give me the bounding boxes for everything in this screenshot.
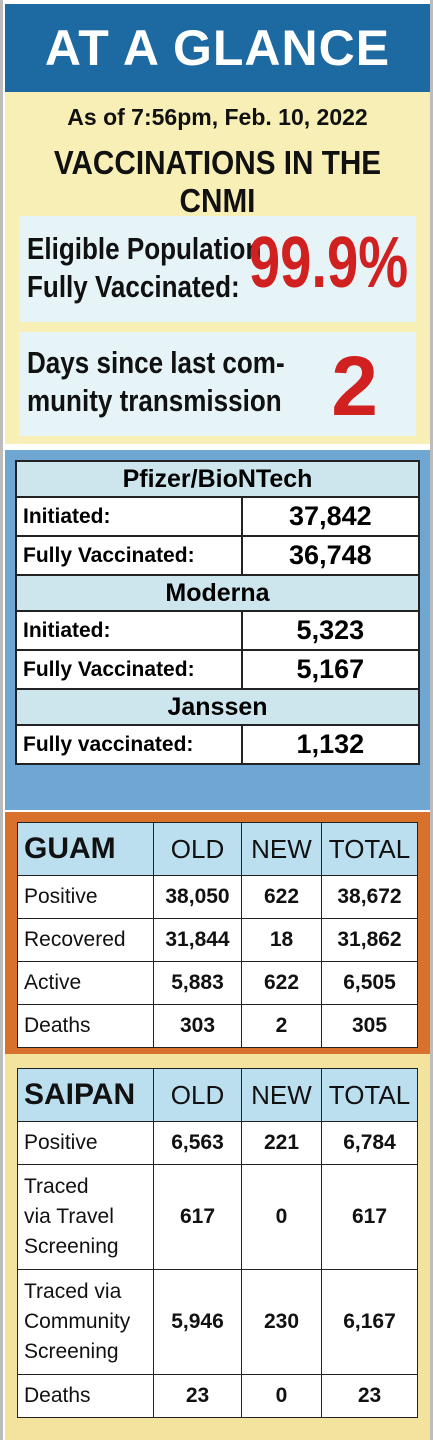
as-of-date: As of 7:56pm, Feb. 10, 2022 [67,104,368,130]
row-label: Fully Vaccinated: [15,535,243,576]
vaccine-table: Pfizer/BioNTech Initiated: 37,842 Fully … [15,460,421,765]
table-row: Active 5,883 622 6,505 [17,961,418,1005]
total-value: 6,784 [321,1121,418,1165]
guam-panel: GUAM OLD NEW TOTAL Positive 38,050 622 3… [5,812,430,1054]
vaccinations-title: VACCINATIONS IN THE CNMI [53,144,382,219]
row-value: 37,842 [240,496,421,537]
saipan-panel: SAIPAN OLD NEW TOTAL Positive 6,563 221 … [5,1054,430,1440]
total-value: 6,167 [321,1269,418,1375]
eligible-label-line-2: Fully Vaccinated: [27,269,240,304]
old-value: 31,844 [153,918,242,962]
old-value: 6,563 [153,1121,242,1165]
new-value: 622 [241,875,322,919]
row-label: Fully Vaccinated: [15,649,243,690]
old-value: 5,946 [153,1269,242,1375]
row-label: Deaths [17,1374,154,1418]
days-label-line-2: munity transmission [27,383,282,418]
old-value: 303 [153,1004,242,1048]
new-value: 0 [241,1374,322,1418]
row-label: Traced via Community Screening [17,1269,154,1375]
cnmi-summary-panel: As of 7:56pm, Feb. 10, 2022 VACCINATIONS… [5,92,430,444]
column-header: OLD [153,822,242,876]
old-value: 5,883 [153,961,242,1005]
old-value: 617 [153,1164,242,1270]
guam-title: GUAM [17,822,154,876]
total-value: 6,505 [321,961,418,1005]
row-label: Fully vaccinated: [15,724,243,765]
saipan-table: SAIPAN OLD NEW TOTAL Positive 6,563 221 … [17,1068,418,1418]
eligible-vaccinated-box: Eligible Population Fully Vaccinated: 99… [19,216,416,322]
row-value: 1,132 [240,724,421,765]
total-value: 38,672 [321,875,418,919]
column-header: NEW [241,822,322,876]
total-value: 617 [321,1164,418,1270]
new-value: 622 [241,961,322,1005]
table-header: GUAM OLD NEW TOTAL [17,822,418,876]
column-header: NEW [241,1068,322,1122]
row-label: Positive [17,1121,154,1165]
old-value: 23 [153,1374,242,1418]
column-header: OLD [153,1068,242,1122]
row-label-line: Community [24,1310,131,1333]
row-label-line: Traced [24,1175,89,1198]
column-header: TOTAL [321,1068,418,1122]
new-value: 230 [241,1269,322,1375]
eligible-label-line-1: Eligible Population [27,231,262,266]
table-row: Fully Vaccinated: 5,167 [15,649,421,690]
row-label-line: Screening [24,1235,119,1258]
row-label: Initiated: [15,610,243,651]
table-row: Recovered 31,844 18 31,862 [17,918,418,962]
table-row: Traced via Community Screening 5,946 230 6… [17,1269,418,1375]
total-value: 31,862 [321,918,418,962]
days-since-transmission-box: Days since last com- munity transmission… [19,332,416,436]
eligible-vaccinated-percent: 99.9% [248,223,408,303]
saipan-title: SAIPAN [17,1068,154,1122]
new-value: 0 [241,1164,322,1270]
table-row: Positive 38,050 622 38,672 [17,875,418,919]
table-row: Deaths 303 2 305 [17,1004,418,1048]
table-row: Traced via Travel Screening 617 0 617 [17,1164,418,1270]
row-label: Traced via Travel Screening [17,1164,154,1270]
row-label: Positive [17,875,154,919]
total-value: 23 [321,1374,418,1418]
vaccine-name: Moderna [15,574,420,612]
row-label-line: Traced via [24,1280,122,1303]
vaccine-name: Janssen [15,688,420,726]
new-value: 2 [241,1004,322,1048]
row-value: 36,748 [240,535,421,576]
row-label-line: via Travel [24,1205,114,1228]
row-label: Active [17,961,154,1005]
row-value: 5,323 [240,610,421,651]
table-row: Initiated: 5,323 [15,610,421,651]
vaccine-name: Pfizer/BioNTech [15,460,420,498]
old-value: 38,050 [153,875,242,919]
new-value: 18 [241,918,322,962]
total-value: 305 [321,1004,418,1048]
table-row: Fully vaccinated: 1,132 [15,724,421,765]
row-label-line: Screening [24,1340,119,1363]
table-row: Fully Vaccinated: 36,748 [15,535,421,576]
days-since-transmission-value: 2 [331,339,378,433]
row-label: Initiated: [15,496,243,537]
row-label: Deaths [17,1004,154,1048]
vaccine-breakdown-panel: Pfizer/BioNTech Initiated: 37,842 Fully … [5,450,430,810]
new-value: 221 [241,1121,322,1165]
row-label: Recovered [17,918,154,962]
table-row: Initiated: 37,842 [15,496,421,537]
column-header: TOTAL [321,822,418,876]
guam-table: GUAM OLD NEW TOTAL Positive 38,050 622 3… [17,822,418,1048]
table-row: Positive 6,563 221 6,784 [17,1121,418,1165]
table-header: SAIPAN OLD NEW TOTAL [17,1068,418,1122]
days-label-line-1: Days since last com- [27,345,285,380]
row-value: 5,167 [240,649,421,690]
table-row: Deaths 23 0 23 [17,1374,418,1418]
page-title: AT A GLANCE [5,4,430,92]
